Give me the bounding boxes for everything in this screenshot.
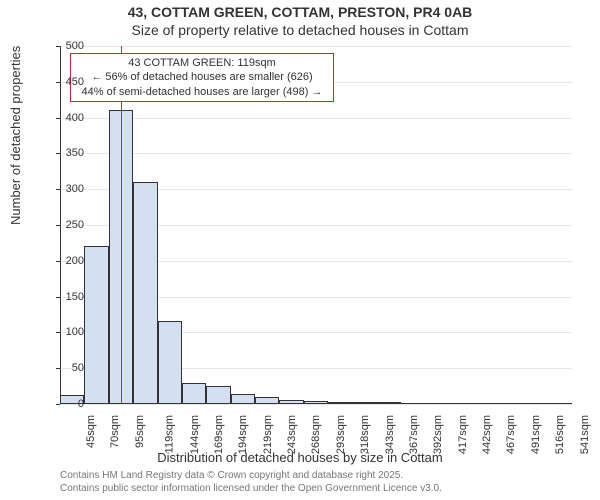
histogram-bar [231,394,255,404]
property-size-chart: 43, COTTAM GREEN, COTTAM, PRESTON, PR4 0… [0,0,600,500]
y-tick-label: 300 [52,183,84,195]
y-tick-label: 0 [52,398,84,410]
x-tick-label: 491sqm [530,415,542,454]
x-tick-label: 417sqm [457,415,469,454]
callout-line-larger: 44% of semi-detached houses are larger (… [77,85,327,99]
histogram-bar [353,402,377,404]
x-tick-label: 516sqm [554,415,566,454]
x-tick-label: 45sqm [85,415,97,448]
x-tick-label: 293sqm [335,415,347,454]
histogram-bar [84,246,108,404]
y-tick-label: 400 [52,112,84,124]
chart-title-address: 43, COTTAM GREEN, COTTAM, PRESTON, PR4 0… [0,4,600,20]
histogram-bar [279,400,303,404]
x-tick-label: 194sqm [237,415,249,454]
y-tick-label: 250 [52,219,84,231]
x-tick-label: 541sqm [579,415,591,454]
y-tick-label: 500 [52,40,84,52]
y-axis-label: Number of detached properties [8,46,23,225]
x-tick-label: 442sqm [481,415,493,454]
histogram-bar [255,397,279,404]
grid-line [60,153,572,154]
x-tick-label: 268sqm [311,415,323,454]
callout-line-property: 43 COTTAM GREEN: 119sqm [77,56,327,70]
histogram-bar [304,401,328,404]
histogram-bar [328,402,352,404]
y-tick-label: 200 [52,255,84,267]
x-tick-label: 95sqm [134,415,146,448]
x-tick-label: 367sqm [408,415,420,454]
y-tick-label: 100 [52,326,84,338]
x-tick-label: 343sqm [384,415,396,454]
grid-line [60,404,572,405]
histogram-bar [377,402,401,404]
x-tick-label: 70sqm [109,415,121,448]
marker-callout: 43 COTTAM GREEN: 119sqm ← 56% of detache… [70,53,334,102]
histogram-bar [158,321,182,404]
x-tick-label: 392sqm [432,415,444,454]
y-tick-label: 50 [52,362,84,374]
x-tick-label: 467sqm [506,415,518,454]
callout-line-smaller: ← 56% of detached houses are smaller (62… [77,70,327,84]
y-tick-label: 150 [52,291,84,303]
x-tick-label: 119sqm [163,415,175,453]
footer-attribution-2: Contains public sector information licen… [60,483,442,494]
x-tick-label: 318sqm [359,415,371,454]
x-tick-label: 243sqm [286,415,298,454]
x-tick-label: 219sqm [262,415,274,454]
histogram-bar [133,182,157,404]
chart-subtitle: Size of property relative to detached ho… [0,22,600,38]
x-tick-label: 169sqm [213,415,225,454]
grid-line [60,118,572,119]
histogram-bar [206,386,230,404]
histogram-bar [182,383,206,404]
grid-line [60,46,572,47]
y-tick-label: 450 [52,76,84,88]
footer-attribution-1: Contains HM Land Registry data © Crown c… [60,470,403,481]
x-tick-label: 144sqm [189,415,201,454]
y-tick-label: 350 [52,147,84,159]
